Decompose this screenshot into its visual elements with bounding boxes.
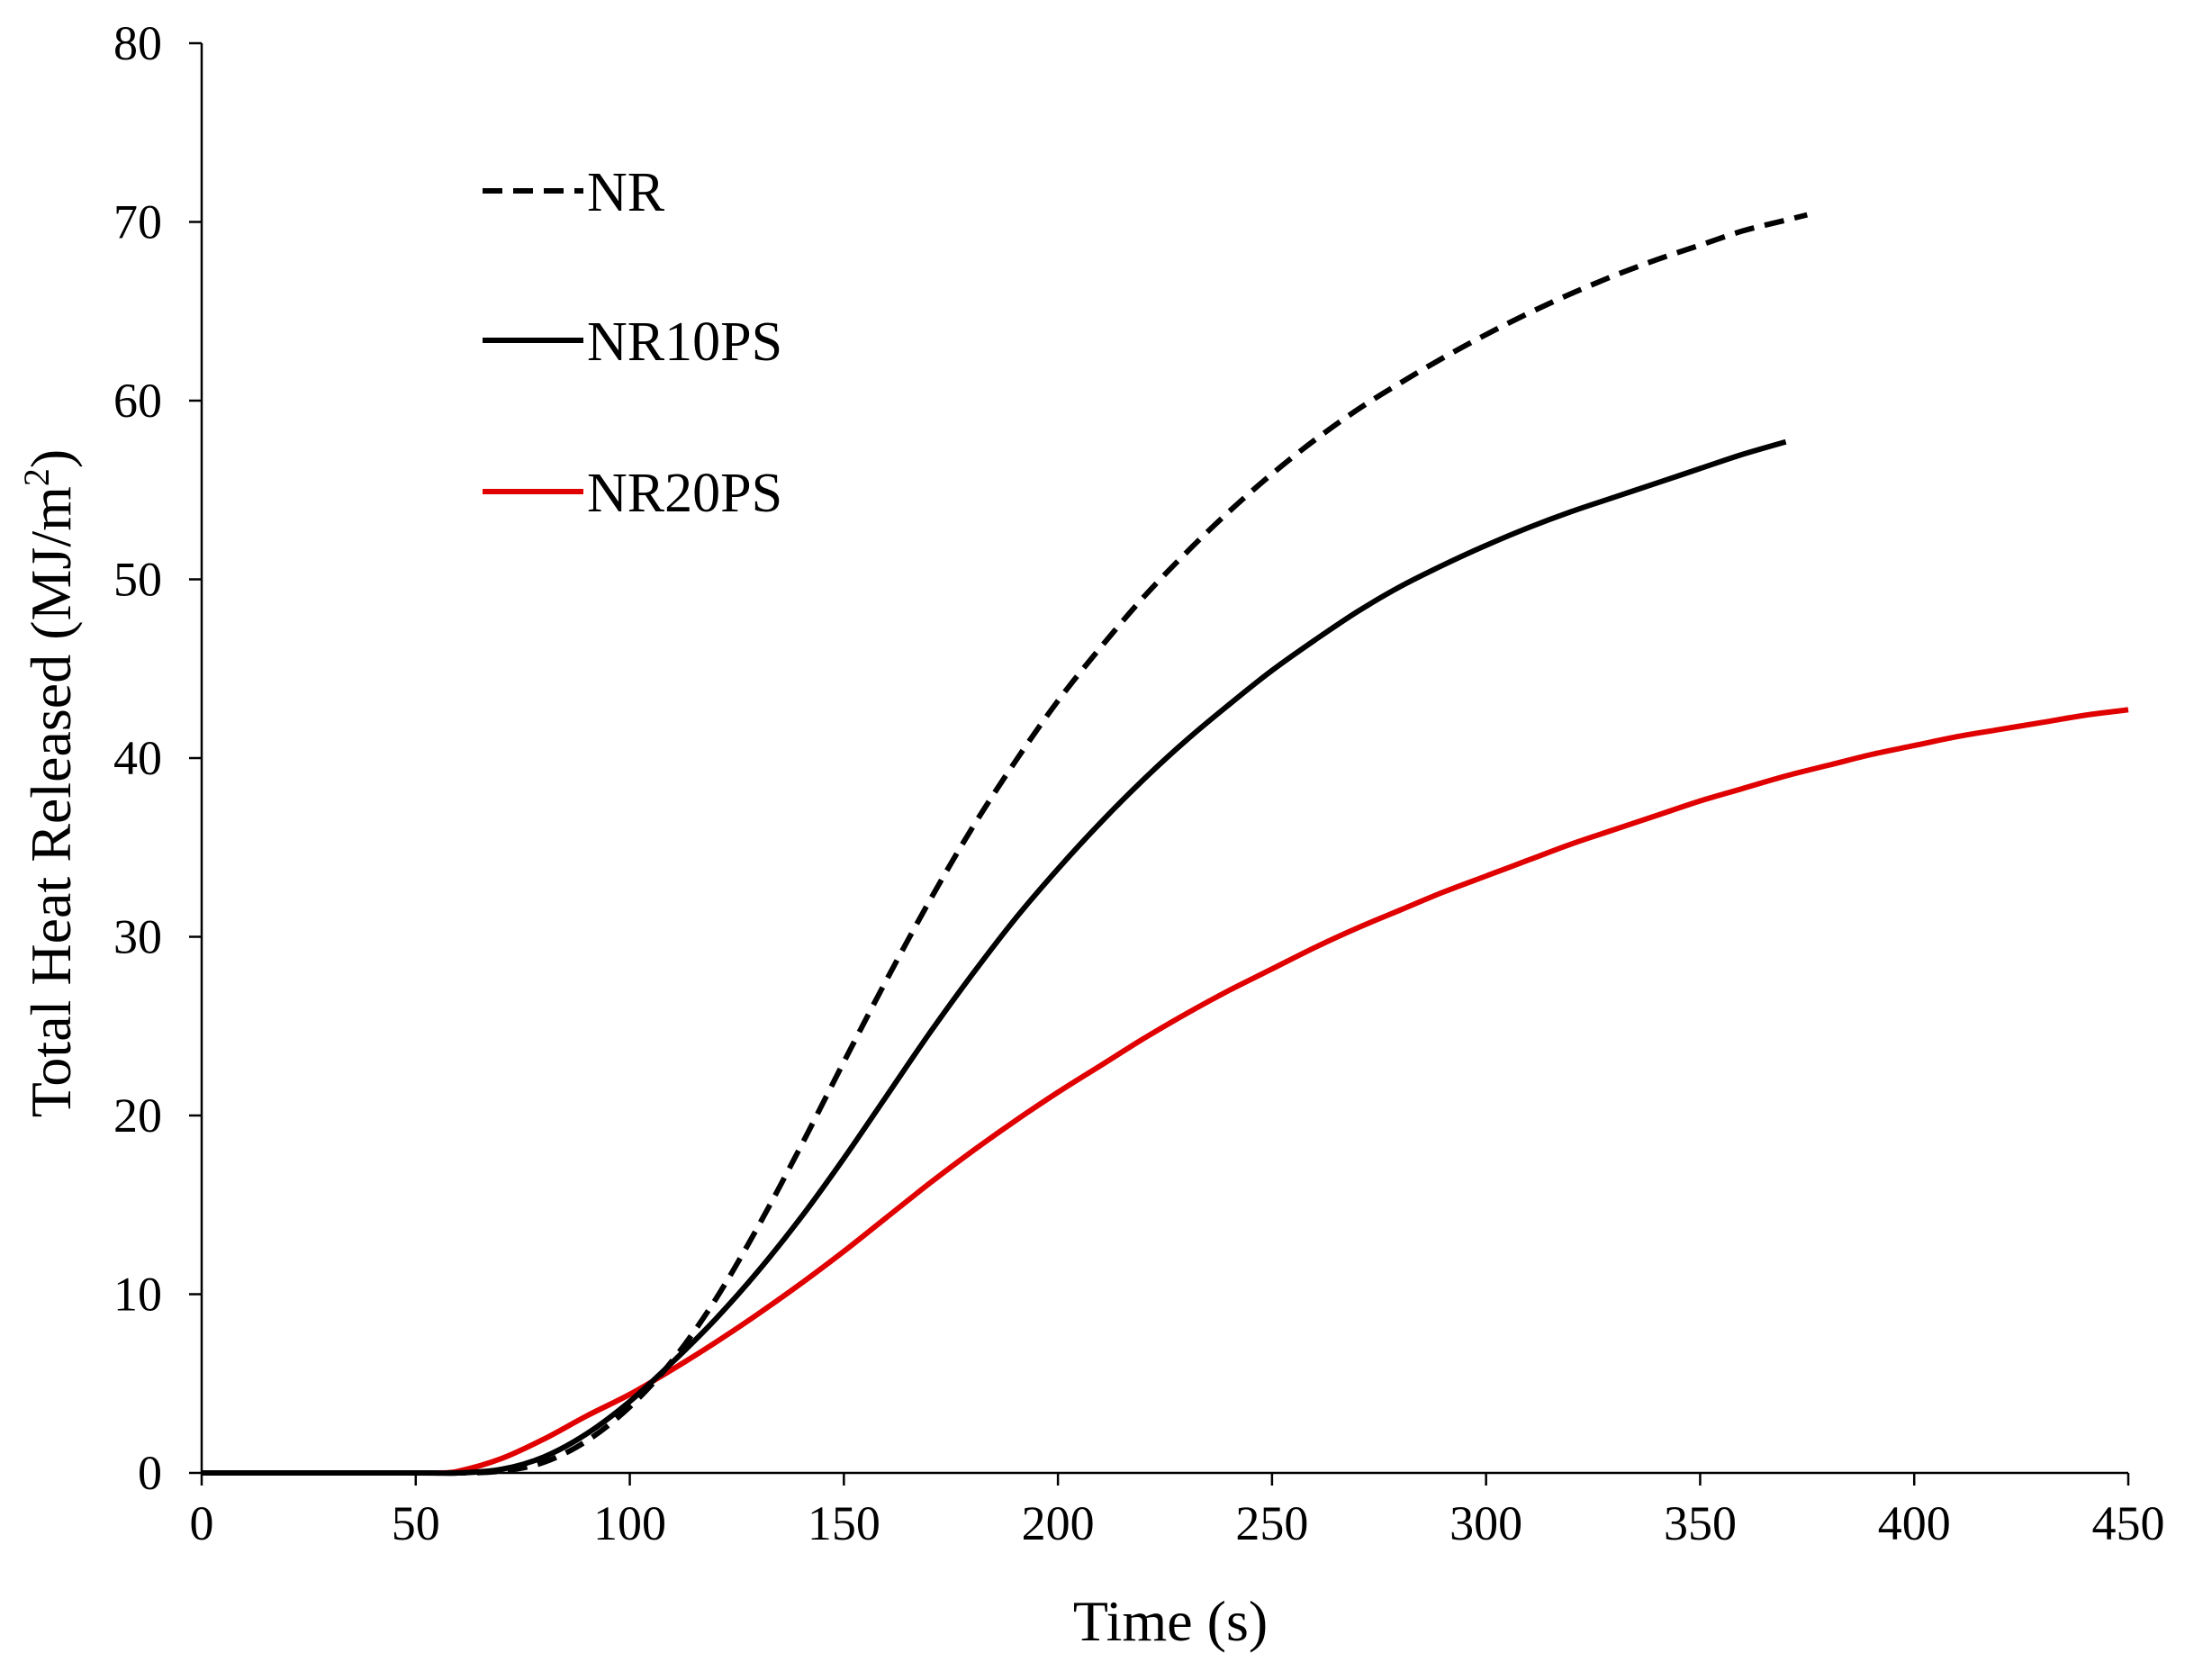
y-axis-title-main: Total Heat Released (MJ/m	[19, 486, 83, 1117]
x-tick-label: 400	[1878, 1496, 1951, 1550]
legend-label-nr: NR	[587, 162, 665, 223]
y-tick-label: 50	[113, 553, 162, 607]
x-tick-label: 300	[1449, 1496, 1522, 1550]
y-axis-title-superscript: 2	[16, 468, 57, 486]
y-tick-label: 0	[138, 1446, 162, 1500]
y-axis-title-close: )	[19, 449, 83, 468]
x-axis-title: Time (s)	[1073, 1589, 1268, 1653]
y-tick-label: 10	[113, 1268, 162, 1322]
y-tick-label: 40	[113, 731, 162, 785]
y-tick-label: 60	[113, 374, 162, 428]
x-tick-label: 100	[593, 1496, 666, 1550]
y-axis-title: Total Heat Released (MJ/m2)	[16, 449, 83, 1117]
legend-label-nr10ps: NR10PS	[587, 312, 782, 373]
y-tick-label: 20	[113, 1088, 162, 1143]
x-tick-label: 150	[808, 1496, 880, 1550]
y-axis-ticks: 0 10 20 30 40 50 60 70 80	[113, 16, 202, 1500]
x-tick-label: 50	[392, 1496, 440, 1550]
series-line-nr10ps	[202, 438, 1787, 1477]
legend: NR NR10PS NR20PS	[483, 162, 782, 524]
y-tick-label: 80	[113, 16, 162, 70]
series-line-nr	[202, 212, 1809, 1477]
x-tick-label: 0	[190, 1496, 214, 1550]
x-tick-label: 200	[1022, 1496, 1095, 1550]
series-line-nr20ps	[202, 707, 2129, 1477]
legend-label-nr20ps: NR20PS	[587, 463, 782, 524]
x-tick-label: 250	[1235, 1496, 1308, 1550]
series-lines	[202, 212, 2129, 1477]
y-tick-label: 30	[113, 910, 162, 964]
x-tick-label: 450	[2092, 1496, 2165, 1550]
x-axis-ticks: 0 50 100 150 200 250 300 350 400 450	[190, 1473, 2165, 1550]
y-tick-label: 70	[113, 195, 162, 249]
x-tick-label: 350	[1664, 1496, 1737, 1550]
